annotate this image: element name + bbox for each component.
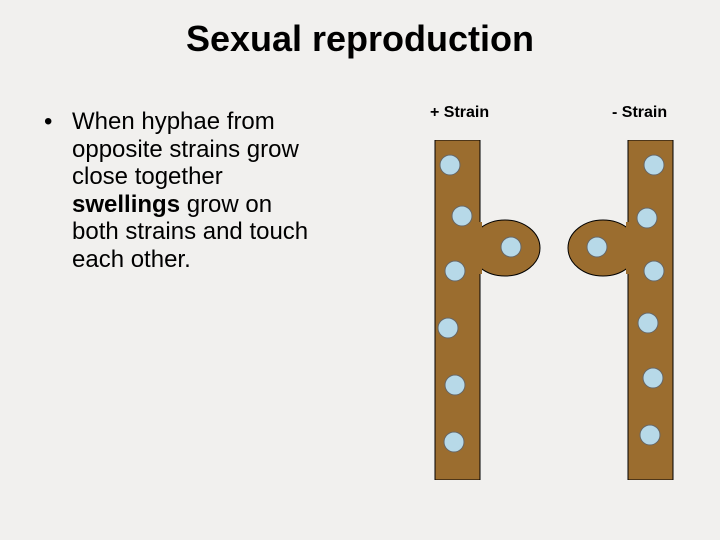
nucleus	[644, 261, 664, 281]
nucleus	[445, 375, 465, 395]
page-title: Sexual reproduction	[0, 18, 720, 60]
left-hypha	[435, 140, 480, 480]
nucleus	[445, 261, 465, 281]
nucleus	[452, 206, 472, 226]
nucleus	[438, 318, 458, 338]
nucleus	[638, 313, 658, 333]
nucleus	[640, 425, 660, 445]
plus-strain-label: + Strain	[430, 104, 489, 122]
bullet-text: When hyphae fromopposite strains growclo…	[72, 108, 382, 274]
bullet-marker: •	[44, 108, 52, 136]
nucleus	[444, 432, 464, 452]
minus-strain-label: - Strain	[612, 104, 667, 122]
nucleus	[637, 208, 657, 228]
nucleus	[644, 155, 664, 175]
nucleus	[643, 368, 663, 388]
hyphae-diagram	[410, 140, 700, 480]
nucleus	[587, 237, 607, 257]
nucleus	[501, 237, 521, 257]
nucleus	[440, 155, 460, 175]
